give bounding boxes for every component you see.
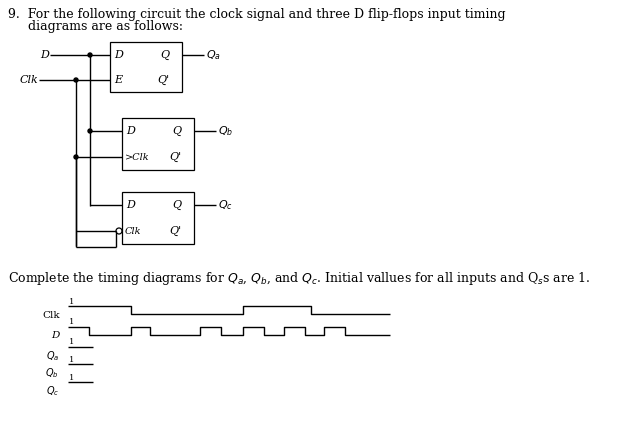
Text: 9.  For the following circuit the clock signal and three D flip-flops input timi: 9. For the following circuit the clock s… xyxy=(8,8,506,21)
Text: diagrams are as follows:: diagrams are as follows: xyxy=(8,20,183,33)
Text: D: D xyxy=(52,332,60,341)
Circle shape xyxy=(74,155,78,159)
Text: Q': Q' xyxy=(157,75,169,85)
Text: E: E xyxy=(114,75,122,85)
Text: >Clk: >Clk xyxy=(125,153,150,162)
Text: $Q_a$: $Q_a$ xyxy=(206,48,221,62)
Text: Clk: Clk xyxy=(125,227,142,236)
Text: $Q_b$: $Q_b$ xyxy=(45,366,59,380)
Circle shape xyxy=(88,53,92,57)
Circle shape xyxy=(74,78,78,82)
Circle shape xyxy=(88,129,92,133)
Text: D: D xyxy=(40,50,49,60)
Text: Q': Q' xyxy=(169,152,181,162)
Text: D: D xyxy=(114,50,123,60)
Text: 1: 1 xyxy=(69,338,75,347)
Text: $Q_c$: $Q_c$ xyxy=(218,198,233,212)
Text: 1: 1 xyxy=(69,374,75,381)
Bar xyxy=(110,42,182,92)
Text: Q': Q' xyxy=(169,226,181,236)
Text: 1: 1 xyxy=(69,319,75,326)
Text: $Q_a$: $Q_a$ xyxy=(46,349,59,363)
Bar xyxy=(122,118,194,170)
Text: $Q_c$: $Q_c$ xyxy=(46,384,59,398)
Text: $Q_b$: $Q_b$ xyxy=(218,124,234,138)
Text: D: D xyxy=(126,126,135,136)
Text: 1: 1 xyxy=(69,356,75,363)
Text: Clk: Clk xyxy=(19,75,38,85)
Bar xyxy=(122,192,194,244)
Text: D: D xyxy=(126,200,135,210)
Text: 1: 1 xyxy=(69,298,75,305)
Text: Q: Q xyxy=(172,200,181,210)
Text: Clk: Clk xyxy=(42,310,60,319)
Text: Complete the timing diagrams for $Q_a$, $Q_b$, and $Q_c$. Initial vallues for al: Complete the timing diagrams for $Q_a$, … xyxy=(8,270,590,287)
Text: Q: Q xyxy=(160,50,169,60)
Text: Q: Q xyxy=(172,126,181,136)
